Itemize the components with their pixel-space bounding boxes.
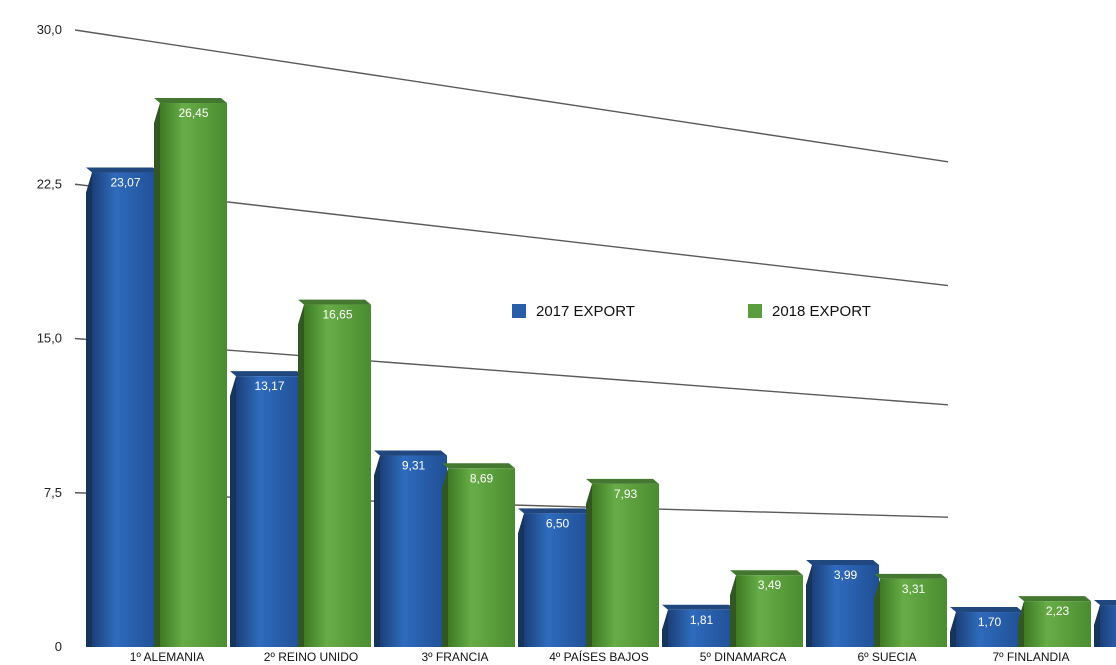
data-label: 26,45 [178,106,208,120]
bar-top [298,299,371,305]
bar-side [230,376,236,647]
bar-top [1094,600,1116,606]
y-tick-label: 15,0 [37,331,62,346]
bar [668,609,735,647]
bar-side [1018,601,1024,647]
bar [1100,605,1116,647]
bar-top [518,508,591,514]
bar-side [874,578,880,647]
bar [524,513,591,647]
bar-top [1018,596,1091,602]
bar [812,564,879,647]
bar [92,172,159,648]
x-tick-label: 3º FRANCIA [421,650,488,664]
legend: 2017 EXPORT 2018 EXPORT [512,303,871,320]
bar-top [154,98,227,104]
legend-swatch [512,304,526,318]
x-tick-label: 7º FINLANDIA [992,650,1069,664]
x-tick-label: 6º SUECIA [857,650,916,664]
data-labels: 23,07 26,45 13,17 16,65 9,31 8,69 6,50 7,93 1,81… [110,106,1070,629]
data-label: 16,65 [322,308,352,322]
data-label: 23,07 [110,176,140,190]
bar-side [730,575,736,647]
bar-top [806,559,879,565]
bar [736,575,803,647]
data-label: 2,23 [1046,604,1070,618]
y-axis-ticks: 0 7,5 15,0 22,5 30,0 [37,22,62,654]
bar [380,455,447,647]
bar-top [950,607,1023,613]
bar [1024,601,1091,647]
data-label: 8,69 [470,471,494,485]
bar-side [154,103,160,648]
y-tick-label: 7,5 [44,485,62,500]
bar-top [586,478,659,484]
bar-side [586,483,592,647]
bar-side [298,304,304,647]
legend-label: 2017 EXPORT [536,303,635,320]
bar [956,612,1023,647]
x-axis-labels: 1º ALEMANIA 2º REINO UNIDO 3º FRANCIA 4º PA… [130,649,1070,664]
bar [592,483,659,647]
bar-top [730,570,803,576]
bar-top [86,167,159,173]
bar [160,103,227,648]
gridline [74,29,949,163]
bar-side [950,612,956,647]
bar-top [662,604,735,610]
bar-side [442,468,448,647]
bar-top [230,371,303,377]
bar [448,468,515,647]
bar-side [374,455,380,647]
legend-label: 2018 EXPORT [772,303,871,320]
bar-top [442,463,515,469]
bar-side [662,609,668,647]
bar [236,376,303,647]
bar-side [806,564,812,647]
bar [304,304,371,647]
data-label: 3,49 [758,578,782,592]
data-label: 1,70 [978,615,1002,629]
data-label: 3,31 [902,582,926,596]
data-label: 3,99 [834,568,858,582]
y-tick-label: 30,0 [37,22,62,37]
data-label: 1,81 [690,613,714,627]
x-tick-label: 2º REINO UNIDO [264,650,358,664]
y-tick-label: 0 [55,639,62,654]
data-label: 6,50 [546,516,570,530]
bars [86,98,1116,648]
legend-swatch [748,304,762,318]
bar-top [374,450,447,456]
x-tick-label: 1º ALEMANIA [130,650,204,664]
bar-side [86,172,92,648]
x-tick-label: 4º PAÍSES BAJOS [549,649,649,664]
y-tick-label: 22,5 [37,176,62,191]
data-label: 13,17 [254,379,284,393]
bar-side [1094,605,1100,647]
bar-side [518,513,524,647]
bar-top [874,573,947,579]
bar [880,578,947,647]
data-label: 9,31 [402,459,426,473]
data-label: 7,93 [614,487,638,501]
x-tick-label: 5º DINAMARCA [700,650,786,664]
